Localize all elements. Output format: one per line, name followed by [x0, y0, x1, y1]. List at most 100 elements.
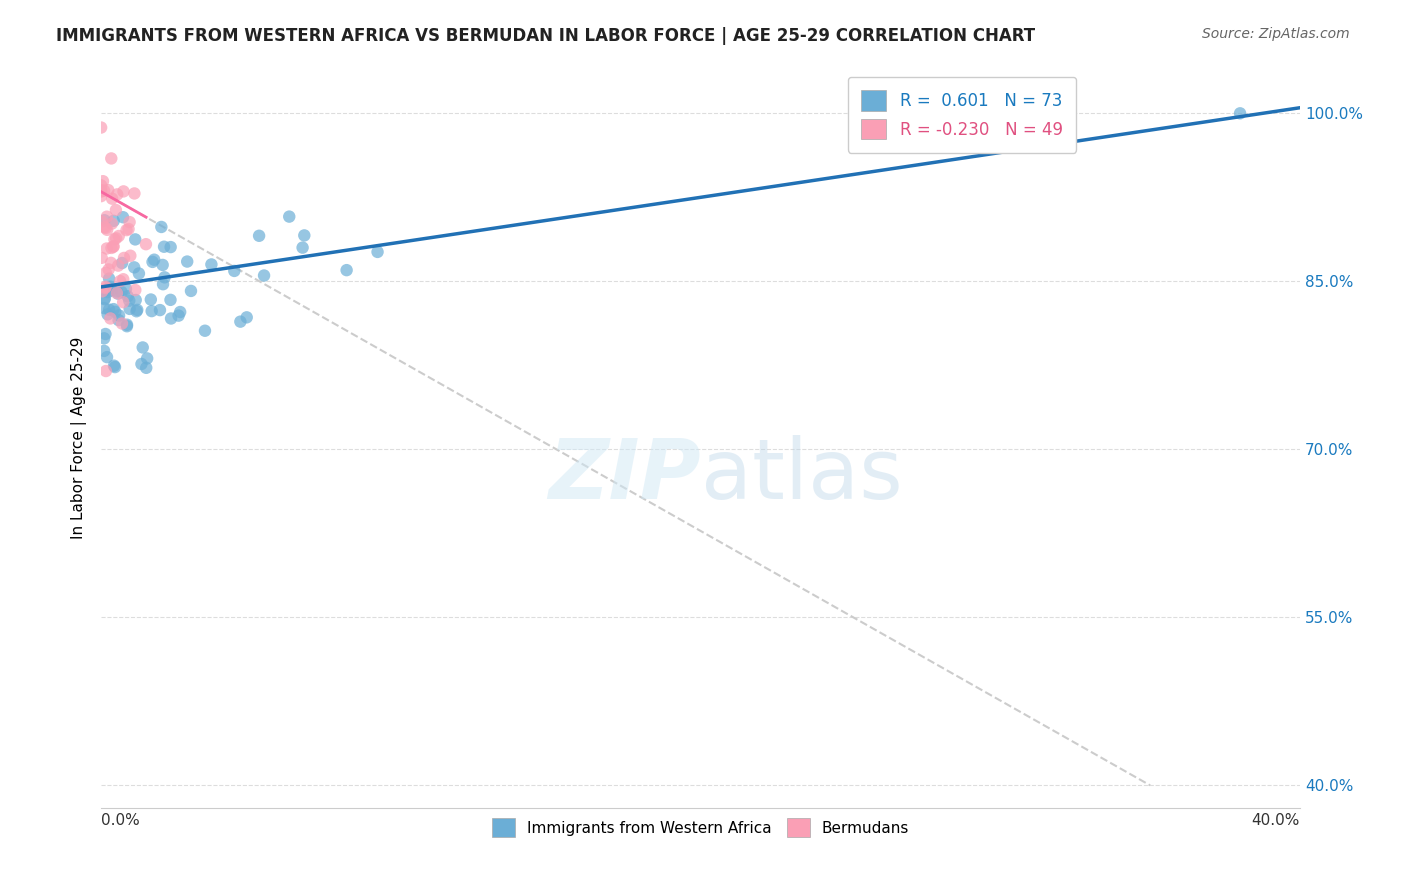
- Point: [108, 309, 131, 323]
- Text: 40.0%: 40.0%: [1251, 814, 1301, 829]
- Point: [90, 185, 112, 199]
- Point: [98, 271, 121, 285]
- Point: [90, 183, 112, 197]
- Point: [135, 360, 157, 375]
- Point: [200, 257, 222, 271]
- Point: [90, 251, 112, 265]
- Point: [94, 280, 117, 294]
- Point: [103, 302, 125, 317]
- Point: [105, 187, 128, 202]
- Point: [125, 293, 148, 307]
- Point: [90, 178, 112, 193]
- Point: [117, 222, 139, 236]
- Point: [101, 192, 124, 206]
- Point: [229, 315, 252, 329]
- Point: [143, 252, 166, 267]
- Point: [136, 351, 159, 366]
- Point: [98, 302, 121, 317]
- Point: [118, 293, 141, 308]
- Point: [235, 310, 257, 325]
- Point: [97, 262, 120, 277]
- Point: [94, 281, 117, 295]
- Point: [103, 359, 125, 373]
- Point: [160, 311, 183, 326]
- Point: [125, 304, 148, 318]
- Point: [111, 256, 134, 270]
- Point: [100, 311, 122, 326]
- Text: atlas: atlas: [700, 434, 903, 516]
- Point: [224, 264, 246, 278]
- Point: [103, 214, 125, 228]
- Point: [141, 255, 163, 269]
- Point: [159, 240, 181, 254]
- Point: [93, 301, 115, 315]
- Point: [139, 293, 162, 307]
- Point: [253, 268, 276, 283]
- Point: [105, 231, 128, 245]
- Point: [107, 313, 129, 327]
- Point: [97, 307, 120, 321]
- Point: [124, 186, 146, 201]
- Point: [107, 229, 129, 244]
- Point: [101, 217, 124, 231]
- Point: [153, 270, 176, 285]
- Point: [96, 223, 118, 237]
- Point: [1229, 106, 1251, 120]
- Point: [100, 152, 122, 166]
- Point: [278, 210, 301, 224]
- Point: [97, 285, 120, 299]
- Point: [97, 183, 120, 197]
- Point: [115, 223, 138, 237]
- Point: [93, 292, 115, 306]
- Point: [124, 232, 146, 246]
- Point: [292, 228, 315, 243]
- Point: [141, 304, 163, 318]
- Point: [100, 284, 122, 298]
- Point: [93, 184, 115, 198]
- Text: ZIP: ZIP: [548, 434, 700, 516]
- Point: [111, 317, 134, 331]
- Point: [105, 285, 128, 299]
- Point: [96, 283, 118, 297]
- Point: [152, 277, 174, 292]
- Point: [103, 240, 125, 254]
- Point: [153, 240, 176, 254]
- Point: [94, 364, 117, 378]
- Point: [291, 241, 314, 255]
- Point: [127, 302, 149, 317]
- Point: [94, 266, 117, 280]
- Point: [107, 259, 129, 273]
- Point: [103, 239, 125, 253]
- Point: [115, 319, 138, 334]
- Point: [118, 301, 141, 316]
- Point: [122, 260, 145, 275]
- Point: [135, 237, 157, 252]
- Point: [93, 292, 115, 306]
- Point: [115, 282, 138, 296]
- Point: [120, 249, 142, 263]
- Text: IMMIGRANTS FROM WESTERN AFRICA VS BERMUDAN IN LABOR FORCE | AGE 25-29 CORRELATIO: IMMIGRANTS FROM WESTERN AFRICA VS BERMUD…: [56, 27, 1035, 45]
- Point: [108, 274, 131, 288]
- Point: [96, 242, 118, 256]
- Point: [96, 210, 118, 224]
- Point: [150, 219, 173, 234]
- Point: [94, 221, 117, 235]
- Text: Source: ZipAtlas.com: Source: ZipAtlas.com: [1202, 27, 1350, 41]
- Point: [93, 331, 115, 345]
- Point: [104, 305, 127, 319]
- Point: [93, 343, 115, 358]
- Point: [98, 279, 121, 293]
- Legend: Immigrants from Western Africa, Bermudans: Immigrants from Western Africa, Bermudan…: [484, 811, 917, 845]
- Point: [124, 283, 146, 297]
- Point: [107, 286, 129, 301]
- Point: [117, 289, 139, 303]
- Point: [112, 251, 135, 265]
- Point: [149, 303, 172, 318]
- Point: [103, 232, 125, 246]
- Point: [91, 174, 114, 188]
- Point: [247, 228, 270, 243]
- Point: [169, 305, 191, 319]
- Point: [112, 185, 135, 199]
- Point: [118, 215, 141, 229]
- Point: [159, 293, 181, 307]
